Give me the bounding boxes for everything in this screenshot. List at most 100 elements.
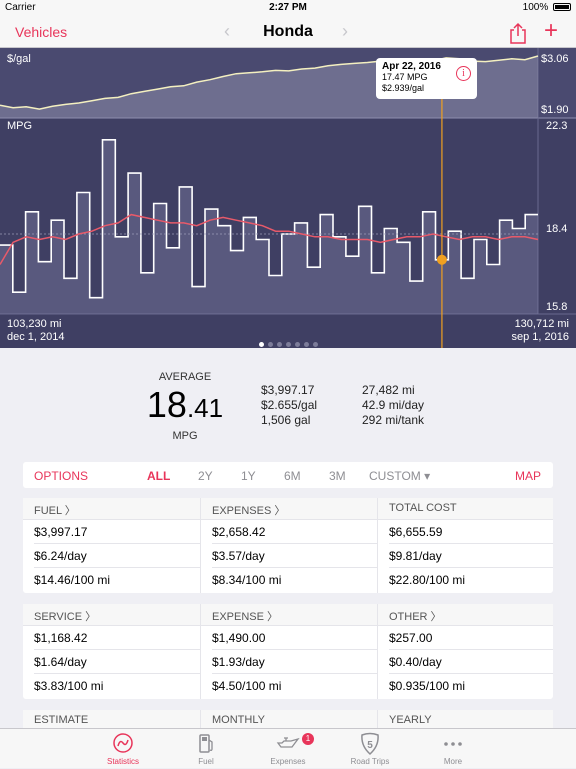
summary-total-miles: 27,482 mi (362, 383, 415, 397)
range-custom-button[interactable]: CUSTOM ▾ (369, 469, 431, 483)
fuel-pump-icon (199, 734, 213, 753)
tab-more[interactable]: More (413, 729, 493, 769)
expense-total: $1,490.00 (212, 631, 266, 645)
page-title: Honda (263, 23, 313, 40)
tab-fuel[interactable]: Fuel (166, 729, 246, 769)
map-button[interactable]: MAP (515, 469, 542, 483)
range-options-bar: OPTIONS ALL 2Y 1Y 6M 3M CUSTOM ▾ MAP (23, 462, 553, 488)
options-button[interactable]: OPTIONS (34, 469, 89, 483)
highway-number: 5 (367, 740, 373, 751)
price-max-label: $3.06 (541, 53, 569, 65)
highway-shield-icon: 5 (361, 732, 379, 756)
status-time: 2:27 PM (269, 2, 307, 13)
price-min-label: $1.90 (541, 104, 569, 116)
expense-per-100mi: $4.50/100 mi (212, 679, 282, 693)
total-cost-column: TOTAL COST $6,655.59 $9.81/day $22.80/10… (377, 498, 553, 593)
range-2y-button[interactable]: 2Y (198, 469, 213, 483)
fuel-total: $3,997.17 (34, 525, 88, 539)
range-all-button[interactable]: ALL (147, 469, 171, 483)
page-dot[interactable] (303, 342, 309, 347)
expense-header[interactable]: EXPENSE 〉 (201, 604, 377, 626)
summary-miles-per-tank: 292 mi/tank (362, 413, 425, 427)
page-dot[interactable] (312, 342, 318, 347)
expenses-per-day: $3.57/day (212, 549, 265, 563)
tooltip-mpg: 17.47 MPG (382, 72, 428, 82)
previous-vehicle-icon[interactable]: ‹ (224, 21, 230, 41)
price-axis-label: $/gal (7, 53, 31, 65)
other-per-100mi: $0.935/100 mi (389, 679, 466, 693)
cost-table: FUEL 〉 $3,997.17 $6.24/day $14.46/100 mi… (23, 498, 553, 593)
service-header[interactable]: SERVICE 〉 (23, 604, 200, 626)
expense-column[interactable]: EXPENSE 〉 $1,490.00 $1.93/day $4.50/100 … (200, 604, 377, 699)
range-6m-button[interactable]: 6M (284, 469, 301, 483)
share-icon[interactable] (508, 22, 528, 44)
speedometer-icon (113, 733, 133, 753)
info-icon[interactable]: i (456, 66, 471, 81)
fuel-column[interactable]: FUEL 〉 $3,997.17 $6.24/day $14.46/100 mi (23, 498, 200, 593)
summary-miles-per-day: 42.9 mi/day (362, 398, 425, 412)
service-per-100mi: $3.83/100 mi (34, 679, 104, 693)
mpg-axis-label: MPG (7, 120, 33, 132)
battery-indicator: 100% (523, 2, 571, 13)
chart-tooltip[interactable]: Apr 22, 2016 17.47 MPG $2.939/gal i (376, 58, 477, 99)
summary-distance-column: 27,482 mi 42.9 mi/day 292 mi/tank (362, 383, 424, 428)
tab-expenses[interactable]: Expenses (248, 729, 328, 769)
average-unit: MPG (172, 430, 198, 442)
navigation-bar: Vehicles ‹ Honda › + (0, 16, 576, 48)
carrier-label: Carrier (5, 2, 36, 13)
other-column[interactable]: OTHER 〉 $257.00 $0.40/day $0.935/100 mi (377, 604, 553, 699)
average-mpg-line (0, 213, 539, 265)
chart-svg[interactable] (0, 48, 576, 348)
mpg-mid-label: 18.4 (546, 223, 568, 235)
tooltip-price: $2.939/gal (382, 83, 425, 93)
average-value: 18.41 (126, 384, 244, 426)
start-odometer: 103,230 mi (7, 318, 62, 330)
page-dot[interactable] (276, 342, 282, 347)
fuel-header[interactable]: FUEL 〉 (23, 498, 200, 520)
mpg-min-label: 15.8 (546, 301, 568, 313)
total-cost-header: TOTAL COST (378, 498, 553, 520)
summary-total-fuel-cost: $3,997.17 (261, 383, 315, 397)
battery-icon (553, 3, 571, 11)
expenses-header[interactable]: EXPENSES 〉 (201, 498, 377, 520)
page-dot[interactable] (294, 342, 300, 347)
page-dot[interactable] (258, 342, 264, 347)
fuel-chart[interactable] (0, 48, 576, 348)
summary-cost-column: $3,997.17 $2.655/gal 1,506 gal (261, 383, 317, 428)
tab-statistics[interactable]: Statistics (83, 729, 163, 769)
tab-road-trips[interactable]: 5 Road Trips (330, 729, 410, 769)
total-cost-per-100mi: $22.80/100 mi (389, 573, 466, 587)
other-total: $257.00 (389, 631, 433, 645)
battery-percent: 100% (522, 2, 549, 13)
summary-gallons: 1,506 gal (261, 413, 311, 427)
range-3m-button[interactable]: 3M (329, 469, 346, 483)
average-decimal: .41 (186, 393, 224, 423)
expenses-badge: 1 (302, 733, 314, 745)
fuel-per-day: $6.24/day (34, 549, 87, 563)
expense-breakdown-table: SERVICE 〉 $1,168.42 $1.64/day $3.83/100 … (23, 604, 553, 699)
page-dot[interactable] (285, 342, 291, 347)
expenses-per-100mi: $8.34/100 mi (212, 573, 282, 587)
end-odometer: 130,712 mi (514, 318, 569, 330)
expenses-column[interactable]: EXPENSES 〉 $2,658.42 $3.57/day $8.34/100… (200, 498, 377, 593)
page-dot[interactable] (267, 342, 273, 347)
service-total: $1,168.42 (34, 631, 88, 645)
tab-bar: Statistics Fuel Expenses 5 Road Trips Mo… (0, 728, 576, 768)
average-integer: 18 (146, 384, 187, 425)
expenses-total: $2,658.42 (212, 525, 266, 539)
vehicles-back-button[interactable]: Vehicles (15, 24, 68, 40)
tooltip-date: Apr 22, 2016 (382, 61, 441, 72)
status-bar: Carrier 2:27 PM 100% (0, 0, 576, 16)
mpg-line (0, 139, 538, 299)
add-icon[interactable]: + (544, 17, 559, 44)
page-indicator[interactable] (0, 334, 576, 352)
range-1y-button[interactable]: 1Y (241, 469, 256, 483)
average-label: AVERAGE (158, 371, 212, 383)
service-column[interactable]: SERVICE 〉 $1,168.42 $1.64/day $3.83/100 … (23, 604, 200, 699)
selection-point (436, 254, 447, 265)
next-vehicle-icon[interactable]: › (342, 21, 348, 41)
mpg-area (0, 139, 538, 314)
start-date: dec 1, 2014 (7, 331, 65, 343)
summary-price-per-gallon: $2.655/gal (261, 398, 318, 412)
other-header[interactable]: OTHER 〉 (378, 604, 553, 626)
